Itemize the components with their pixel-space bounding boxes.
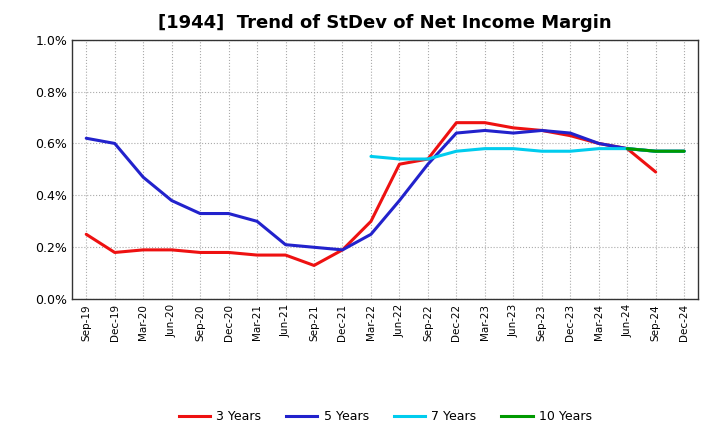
5 Years	[82, 136, 91, 141]
Legend: 3 Years, 5 Years, 7 Years, 10 Years: 3 Years, 5 Years, 7 Years, 10 Years	[174, 405, 597, 428]
3 Years	[423, 156, 432, 161]
5 Years	[509, 130, 518, 136]
3 Years	[652, 169, 660, 175]
3 Years	[595, 141, 603, 146]
7 Years	[366, 154, 375, 159]
7 Years	[452, 149, 461, 154]
7 Years	[566, 149, 575, 154]
3 Years	[196, 250, 204, 255]
3 Years	[139, 247, 148, 253]
5 Years	[310, 245, 318, 250]
3 Years	[480, 120, 489, 125]
Title: [1944]  Trend of StDev of Net Income Margin: [1944] Trend of StDev of Net Income Marg…	[158, 15, 612, 33]
3 Years	[509, 125, 518, 131]
10 Years	[680, 149, 688, 154]
Line: 5 Years: 5 Years	[86, 130, 684, 250]
3 Years	[452, 120, 461, 125]
5 Years	[167, 198, 176, 203]
3 Years	[537, 128, 546, 133]
3 Years	[253, 253, 261, 258]
5 Years	[110, 141, 119, 146]
7 Years	[680, 149, 688, 154]
7 Years	[623, 146, 631, 151]
5 Years	[423, 161, 432, 167]
5 Years	[338, 247, 347, 253]
5 Years	[225, 211, 233, 216]
5 Years	[196, 211, 204, 216]
3 Years	[167, 247, 176, 253]
3 Years	[282, 253, 290, 258]
3 Years	[310, 263, 318, 268]
5 Years	[139, 175, 148, 180]
Line: 7 Years: 7 Years	[371, 149, 684, 159]
10 Years	[652, 149, 660, 154]
7 Years	[480, 146, 489, 151]
3 Years	[623, 146, 631, 151]
5 Years	[566, 130, 575, 136]
5 Years	[366, 231, 375, 237]
5 Years	[452, 130, 461, 136]
3 Years	[338, 247, 347, 253]
5 Years	[623, 146, 631, 151]
3 Years	[366, 219, 375, 224]
5 Years	[680, 149, 688, 154]
5 Years	[395, 198, 404, 203]
5 Years	[537, 128, 546, 133]
3 Years	[225, 250, 233, 255]
3 Years	[110, 250, 119, 255]
3 Years	[395, 161, 404, 167]
Line: 10 Years: 10 Years	[627, 149, 684, 151]
7 Years	[395, 156, 404, 161]
7 Years	[537, 149, 546, 154]
5 Years	[253, 219, 261, 224]
10 Years	[623, 146, 631, 151]
5 Years	[282, 242, 290, 247]
7 Years	[595, 146, 603, 151]
5 Years	[480, 128, 489, 133]
7 Years	[509, 146, 518, 151]
7 Years	[423, 156, 432, 161]
7 Years	[652, 149, 660, 154]
3 Years	[566, 133, 575, 138]
3 Years	[82, 231, 91, 237]
5 Years	[652, 149, 660, 154]
5 Years	[595, 141, 603, 146]
Line: 3 Years: 3 Years	[86, 123, 656, 265]
